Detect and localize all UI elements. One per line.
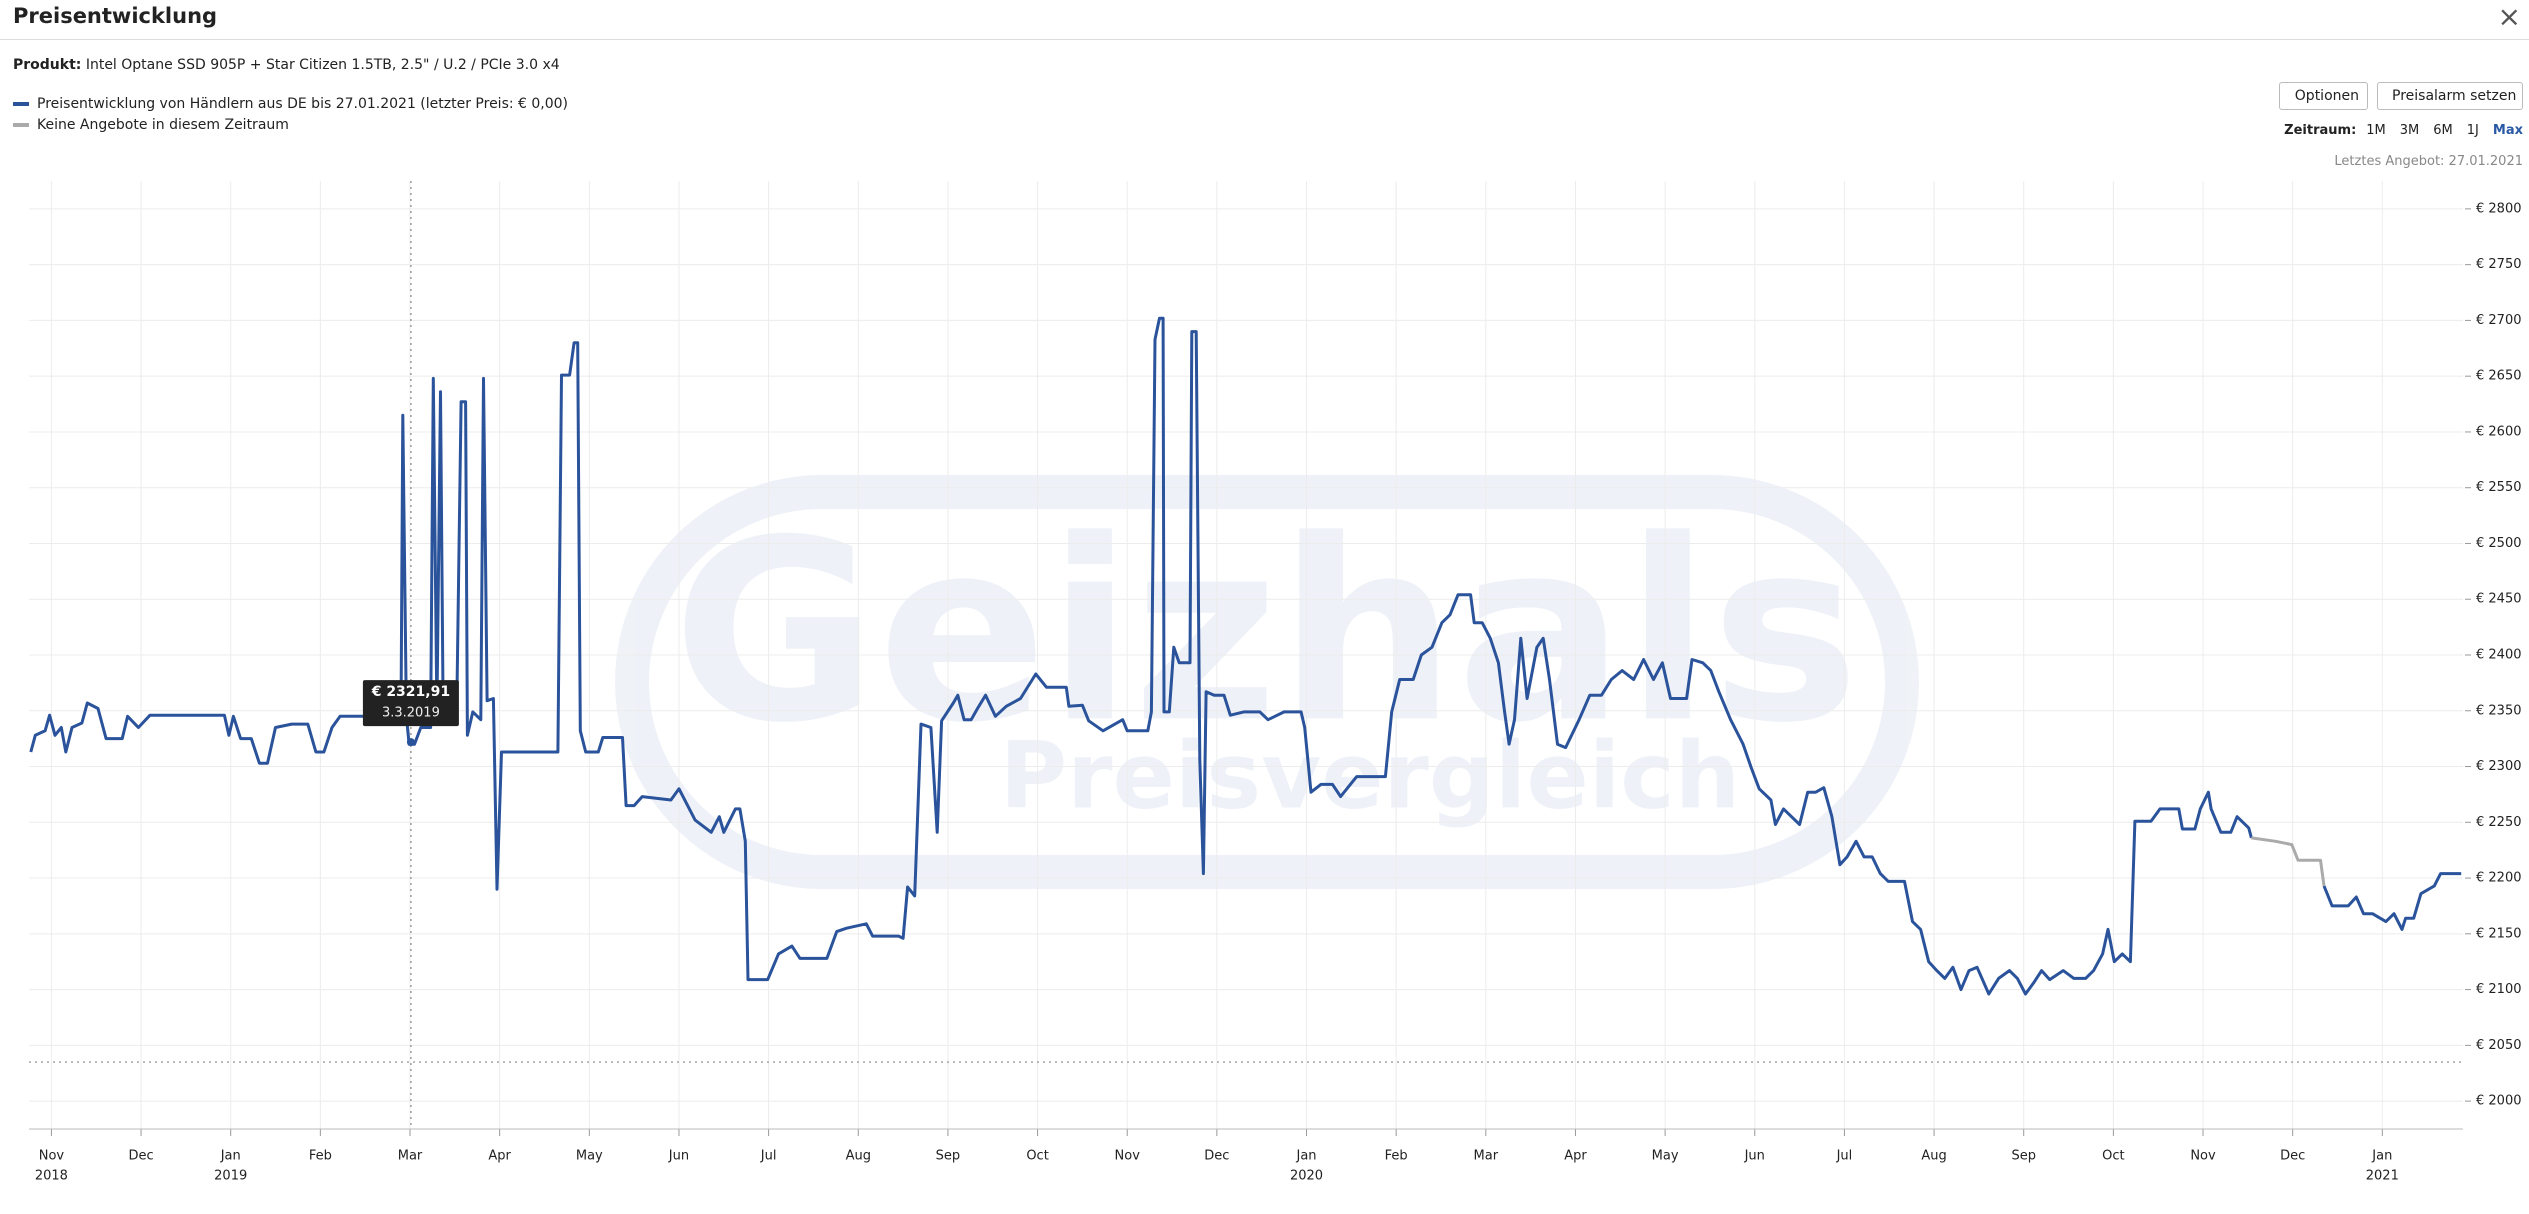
button-label: Optionen: [2294, 88, 2359, 104]
tooltip-date: 3.3.2019: [382, 706, 440, 721]
x-tick-label: Sep: [936, 1149, 961, 1164]
time-range-option[interactable]: 3M: [2399, 123, 2420, 138]
x-tick-label: Aug: [1921, 1149, 1946, 1164]
x-tick-label: Feb: [1385, 1149, 1408, 1164]
x-year-label: 2020: [1290, 1169, 1323, 1184]
legend-label: Keine Angebote in diesem Zeitraum: [37, 117, 289, 133]
price-line: [2251, 836, 2326, 887]
watermark-brand: Geizhals: [672, 486, 1859, 777]
x-tick-label: Oct: [2102, 1149, 2124, 1164]
time-range-option[interactable]: 1J: [2466, 123, 2479, 138]
x-tick-label: Feb: [309, 1149, 332, 1164]
x-tick-label: Jan: [2371, 1149, 2392, 1164]
y-tick-label: € 2450: [2476, 592, 2522, 607]
product-label: Produkt:: [13, 57, 82, 73]
price-line: [29, 316, 2462, 996]
time-range-label: Zeitraum:: [2284, 123, 2357, 138]
x-tick-label: Nov: [1115, 1149, 1141, 1164]
y-tick-label: € 2700: [2476, 313, 2522, 328]
x-year-label: 2018: [35, 1169, 68, 1184]
x-tick-label: Jan: [220, 1149, 241, 1164]
y-tick-label: € 2000: [2476, 1094, 2522, 1109]
legend-entry: Keine Angebote in diesem Zeitraum: [13, 117, 289, 133]
time-range: Zeitraum: 1M 3M 6M 1J Max: [2284, 123, 2523, 138]
x-tick-label: May: [576, 1149, 603, 1164]
x-tick-label: Nov: [39, 1149, 65, 1164]
title: Preisentwicklung: [13, 4, 218, 28]
x-tick-label: Apr: [488, 1149, 511, 1164]
x-tick-label: Jul: [760, 1149, 777, 1164]
legend-entry: Preisentwicklung von Händlern aus DE bis…: [13, 96, 568, 112]
product-name: Intel Optane SSD 905P + Star Citizen 1.5…: [85, 57, 560, 73]
y-tick-label: € 2550: [2476, 480, 2522, 495]
x-tick-label: Dec: [128, 1149, 153, 1164]
time-range-option[interactable]: 6M: [2433, 123, 2453, 138]
x-tick-label: Mar: [1474, 1149, 1499, 1164]
x-tick-label: Jun: [668, 1149, 689, 1164]
x-year-label: 2021: [2366, 1169, 2399, 1184]
x-tick-label: Jun: [1744, 1149, 1765, 1164]
y-tick-label: € 2800: [2476, 201, 2522, 216]
y-tick-label: € 2750: [2476, 257, 2522, 272]
y-tick-label: € 2300: [2476, 759, 2522, 774]
x-tick-label: Oct: [1026, 1149, 1048, 1164]
y-tick-label: € 2400: [2476, 648, 2522, 663]
y-tick-label: € 2650: [2476, 369, 2522, 384]
y-tick-label: € 2050: [2476, 1038, 2522, 1053]
y-tick-label: € 2150: [2476, 926, 2522, 941]
alarm-button[interactable]: Preisalarm setzen: [2377, 82, 2523, 110]
x-tick-label: Nov: [2190, 1149, 2216, 1164]
tooltip-box: [362, 680, 459, 727]
close-button[interactable]: ×: [2497, 0, 2521, 33]
last-offer: Letztes Angebot: 27.01.2021: [2334, 154, 2523, 169]
y-tick-label: € 2350: [2476, 703, 2522, 718]
options-button[interactable]: Optionen: [2279, 82, 2368, 110]
x-tick-label: May: [1652, 1149, 1679, 1164]
x-tick-label: Mar: [398, 1149, 423, 1164]
x-tick-label: Jul: [1836, 1149, 1853, 1164]
x-tick-label: Sep: [2011, 1149, 2036, 1164]
x-tick-label: Aug: [846, 1149, 871, 1164]
time-range-option[interactable]: Max: [2492, 123, 2523, 138]
x-tick-label: Jan: [1295, 1149, 1316, 1164]
legend-label: Preisentwicklung von Händlern aus DE bis…: [37, 96, 569, 112]
watermark-frame: [615, 475, 1919, 889]
tooltip-value: € 2321,91: [371, 684, 450, 700]
y-tick-label: € 2600: [2476, 424, 2522, 439]
tooltip-marker: [406, 738, 415, 747]
y-tick-label: € 2100: [2476, 982, 2522, 997]
button-label: Preisalarm setzen: [2392, 88, 2517, 104]
y-tick-label: € 2500: [2476, 536, 2522, 551]
chevron-icon: [2288, 95, 2289, 97]
legend-swatch: [13, 123, 29, 127]
separator: [0, 39, 2529, 40]
x-tick-label: Dec: [1204, 1149, 1229, 1164]
y-tick-label: € 2250: [2476, 815, 2522, 830]
y-tick-label: € 2200: [2476, 871, 2522, 886]
time-range-option[interactable]: 1M: [2366, 123, 2386, 138]
x-year-label: 2019: [214, 1169, 247, 1184]
tooltip: € 2321,91 3.3.2019: [362, 680, 459, 727]
legend-swatch: [13, 102, 29, 106]
x-tick-label: Apr: [1564, 1149, 1587, 1164]
product: Produkt: Intel Optane SSD 905P + Star Ci…: [13, 57, 560, 73]
x-tick-label: Dec: [2280, 1149, 2305, 1164]
